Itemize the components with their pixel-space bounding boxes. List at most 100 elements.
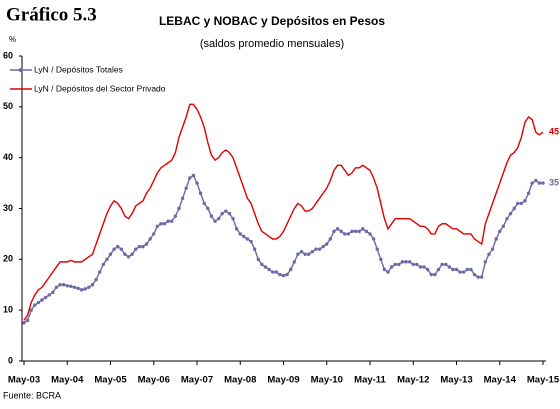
series-marker — [375, 247, 379, 251]
x-tick-label: May-08 — [224, 375, 256, 386]
series-marker — [328, 237, 333, 241]
series-line — [23, 103, 544, 321]
series-marker — [234, 227, 239, 231]
series-marker — [141, 244, 145, 249]
end-label: 35 — [549, 177, 559, 187]
series-marker — [537, 181, 542, 185]
series-marker — [198, 191, 203, 195]
series-marker — [126, 255, 131, 259]
legend-label: LyN / Depósitos del Sector Privado — [34, 83, 166, 93]
series-marker — [76, 286, 80, 291]
series-marker — [418, 265, 423, 269]
series-marker — [501, 224, 506, 228]
series-marker — [523, 199, 527, 203]
y-tick-label: 20 — [3, 254, 13, 264]
x-tick-label: May-13 — [440, 375, 472, 386]
series-marker — [534, 178, 538, 183]
series-marker — [483, 260, 488, 264]
series-marker — [465, 267, 470, 272]
series-marker — [137, 244, 142, 249]
y-tick-label: 60 — [3, 50, 13, 60]
series-marker — [357, 229, 361, 234]
series-marker — [123, 252, 127, 256]
series-marker — [335, 227, 340, 231]
series-marker — [389, 265, 394, 269]
series-marker — [443, 262, 448, 267]
series-marker — [65, 284, 69, 288]
series-marker — [209, 214, 214, 218]
x-tick-label: May-15 — [527, 375, 560, 386]
series-marker — [54, 285, 59, 289]
series-marker — [299, 250, 304, 254]
series-marker — [494, 237, 498, 241]
series-marker — [415, 262, 419, 267]
y-unit: % — [9, 35, 16, 44]
series-marker — [346, 232, 351, 236]
series-marker — [476, 275, 480, 279]
series-marker — [267, 267, 271, 272]
series-marker — [436, 267, 441, 272]
series-marker — [303, 252, 307, 256]
series-marker — [220, 211, 224, 216]
series-marker — [368, 232, 372, 236]
series-marker — [487, 252, 491, 256]
series-marker — [173, 214, 178, 218]
series-marker — [188, 176, 192, 180]
x-tick-label: May-03 — [8, 375, 40, 386]
series-marker — [22, 321, 26, 325]
y-tick-label: 50 — [3, 101, 13, 111]
series-line — [23, 174, 543, 324]
series-marker — [97, 270, 102, 274]
series-marker — [166, 219, 170, 223]
series-marker — [180, 196, 185, 201]
series-marker — [36, 300, 41, 305]
series-marker — [33, 303, 37, 307]
series-marker — [371, 237, 376, 241]
series-marker — [447, 265, 451, 269]
chart-subtitle: (saldos promedio mensuales) — [200, 38, 344, 50]
series-marker — [278, 272, 282, 277]
series-marker — [242, 234, 246, 239]
series-marker — [213, 219, 217, 223]
x-tick-label: May-09 — [267, 375, 299, 386]
series-marker — [134, 247, 138, 251]
series-marker — [307, 252, 311, 256]
series-marker — [162, 222, 167, 226]
series-marker — [130, 252, 134, 256]
series-marker — [263, 265, 268, 269]
series-marker — [108, 252, 113, 256]
x-tick-label: May-12 — [397, 375, 429, 386]
series-marker — [310, 250, 315, 254]
series-marker — [422, 265, 426, 269]
series-marker — [400, 260, 405, 264]
series-marker — [296, 252, 300, 256]
series-marker — [393, 262, 397, 267]
series-marker — [397, 262, 401, 267]
series-marker — [191, 173, 196, 178]
series-marker — [519, 201, 524, 206]
series-marker — [516, 201, 520, 206]
series-marker — [260, 262, 264, 267]
x-tick-label: May-10 — [311, 375, 343, 386]
series-marker — [353, 229, 358, 234]
series-marker — [238, 232, 242, 236]
chart-title: LEBAC y NOBAC y Depósitos en Pesos — [159, 14, 385, 28]
series-marker — [43, 295, 48, 300]
series-marker — [404, 260, 408, 264]
series-marker — [526, 191, 531, 195]
series-marker — [87, 285, 91, 289]
series-marker — [148, 237, 152, 241]
series-marker — [40, 298, 44, 302]
series-marker — [289, 267, 293, 272]
series-marker — [119, 247, 124, 251]
series-marker — [83, 287, 87, 291]
x-tick-label: May-04 — [51, 375, 84, 386]
series-marker — [472, 272, 477, 277]
series-marker — [379, 257, 383, 262]
figure-label: Gráfico 5.3 — [6, 4, 97, 25]
series-marker — [249, 239, 253, 244]
x-tick-label: May-05 — [94, 375, 127, 386]
series-marker — [292, 260, 297, 264]
series-marker — [458, 270, 462, 274]
x-tick-label: May-07 — [181, 375, 213, 386]
